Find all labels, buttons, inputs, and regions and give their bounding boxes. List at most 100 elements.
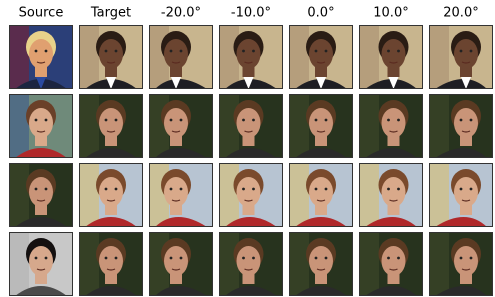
face bbox=[164, 177, 188, 207]
eye bbox=[315, 50, 318, 53]
image-background-detail bbox=[219, 232, 239, 296]
face-image bbox=[359, 232, 423, 296]
face-image bbox=[219, 25, 283, 89]
eye bbox=[470, 50, 473, 53]
face bbox=[454, 177, 478, 207]
face-image bbox=[9, 94, 73, 158]
face-image bbox=[79, 163, 143, 227]
face bbox=[382, 177, 406, 207]
image-background-detail bbox=[9, 163, 29, 227]
face-image bbox=[149, 232, 213, 296]
eye bbox=[45, 119, 48, 122]
face bbox=[309, 246, 333, 276]
eye bbox=[397, 188, 400, 191]
eye bbox=[242, 50, 245, 53]
face-image bbox=[219, 232, 283, 296]
column-header: 0.0° bbox=[307, 6, 334, 21]
eye bbox=[105, 50, 108, 53]
face bbox=[454, 246, 478, 276]
eye bbox=[105, 188, 108, 191]
eye bbox=[252, 50, 255, 53]
body: {"header": ["Source", "Target", "-20.0°"… bbox=[0, 0, 495, 297]
face-image bbox=[429, 232, 493, 296]
face bbox=[99, 39, 123, 69]
eye bbox=[387, 119, 390, 122]
face-image bbox=[289, 25, 353, 89]
eye bbox=[45, 50, 48, 53]
face-image bbox=[289, 94, 353, 158]
eye bbox=[460, 257, 463, 260]
face-image bbox=[79, 25, 143, 89]
eye bbox=[105, 257, 108, 260]
column-header: 10.0° bbox=[373, 6, 408, 21]
face-image bbox=[289, 232, 353, 296]
face-image bbox=[429, 163, 493, 227]
face bbox=[382, 108, 406, 138]
face bbox=[309, 108, 333, 138]
image-background-detail bbox=[79, 25, 99, 89]
face bbox=[164, 39, 188, 69]
column-header: -10.0° bbox=[231, 6, 271, 21]
eye bbox=[325, 119, 328, 122]
image-background-detail bbox=[359, 232, 379, 296]
column-header: 20.0° bbox=[443, 6, 478, 21]
eye bbox=[252, 188, 255, 191]
eye bbox=[170, 119, 173, 122]
eye bbox=[460, 119, 463, 122]
face-image bbox=[429, 25, 493, 89]
figure: SourceTarget-20.0°-10.0°0.0°10.0°20.0° bbox=[0, 0, 495, 297]
face bbox=[99, 246, 123, 276]
image-background-detail bbox=[289, 25, 309, 89]
face bbox=[237, 39, 261, 69]
eye bbox=[170, 50, 173, 53]
face-image bbox=[149, 94, 213, 158]
face bbox=[309, 39, 333, 69]
image-background-detail bbox=[429, 163, 449, 227]
face-image bbox=[359, 94, 423, 158]
eye bbox=[45, 188, 48, 191]
eye bbox=[397, 119, 400, 122]
eye bbox=[460, 50, 463, 53]
face-image bbox=[359, 163, 423, 227]
face bbox=[382, 246, 406, 276]
eye bbox=[325, 50, 328, 53]
image-background-detail bbox=[219, 25, 239, 89]
eye bbox=[170, 257, 173, 260]
image-background-detail bbox=[289, 232, 309, 296]
face bbox=[309, 177, 333, 207]
eye bbox=[242, 257, 245, 260]
image-background-detail bbox=[219, 163, 239, 227]
column-header: Target bbox=[90, 6, 131, 21]
face-image bbox=[9, 25, 73, 89]
eye bbox=[252, 257, 255, 260]
face-image bbox=[359, 25, 423, 89]
face bbox=[382, 39, 406, 69]
face-image bbox=[149, 163, 213, 227]
face bbox=[454, 108, 478, 138]
face bbox=[237, 108, 261, 138]
eye bbox=[397, 257, 400, 260]
eye bbox=[325, 188, 328, 191]
column-header: -20.0° bbox=[161, 6, 201, 21]
face-image bbox=[429, 94, 493, 158]
face bbox=[29, 108, 53, 138]
eye bbox=[45, 257, 48, 260]
eye bbox=[387, 188, 390, 191]
image-background-detail bbox=[219, 94, 239, 158]
eye bbox=[180, 119, 183, 122]
eye bbox=[325, 257, 328, 260]
face-image bbox=[79, 232, 143, 296]
face bbox=[164, 246, 188, 276]
eye bbox=[115, 188, 118, 191]
image-background-detail bbox=[359, 94, 379, 158]
image-background-detail bbox=[9, 94, 29, 158]
eye bbox=[35, 50, 38, 53]
image-background-detail bbox=[79, 232, 99, 296]
eye bbox=[115, 50, 118, 53]
eye bbox=[105, 119, 108, 122]
eye bbox=[315, 257, 318, 260]
face-image bbox=[289, 163, 353, 227]
eye bbox=[387, 257, 390, 260]
face bbox=[29, 177, 53, 207]
eye bbox=[315, 188, 318, 191]
